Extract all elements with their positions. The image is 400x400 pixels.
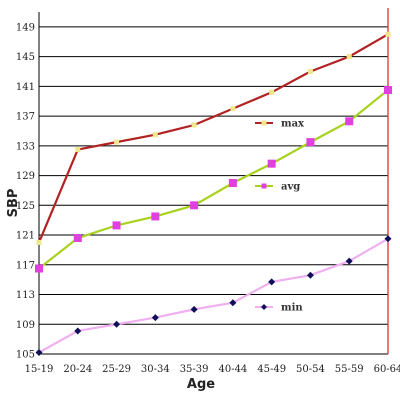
series-line-max: [37, 33, 389, 243]
y-axis-title: SBP: [6, 189, 21, 218]
legend: max avg min: [255, 119, 305, 314]
data-point-max: [191, 122, 197, 128]
data-point-min: [74, 327, 82, 335]
x-tick-label: 55-59: [335, 364, 364, 375]
data-point-avg: [73, 234, 82, 243]
data-point-avg: [306, 138, 315, 147]
x-tick-label: 15-19: [25, 364, 54, 375]
data-point-max: [114, 139, 120, 145]
data-point-min: [35, 349, 43, 357]
axes: [38, 8, 389, 355]
y-tick-label: 121: [16, 231, 35, 242]
data-point-avg: [267, 159, 276, 168]
x-axis-title: Age: [187, 377, 215, 392]
y-tick-label: 137: [16, 112, 35, 123]
x-tick-label: 50-54: [296, 364, 325, 375]
data-point-min: [229, 299, 237, 307]
data-point-max: [269, 89, 275, 95]
x-tick-label: 60-64: [374, 364, 400, 375]
data-point-min: [384, 235, 392, 243]
data-point-max: [36, 239, 42, 245]
series-line-min: [38, 237, 389, 354]
legend-marker-avg: [261, 183, 267, 189]
y-tick-label: 141: [16, 82, 35, 93]
legend-marker-max: [261, 120, 267, 126]
series-markers: [35, 31, 392, 357]
data-point-min: [151, 314, 159, 322]
data-point-avg: [384, 86, 392, 95]
legend-label-min: min: [281, 303, 303, 314]
y-tick-label: 145: [16, 52, 35, 63]
data-point-min: [268, 278, 276, 286]
y-tick-label: 125: [16, 201, 35, 212]
x-tick-label: 35-39: [180, 364, 209, 375]
x-tick-labels: 15-19 20-24 25-29 30-34 35-39 40-44 45-49 50-54…: [25, 364, 400, 375]
y-tick-label: 117: [16, 260, 35, 271]
data-point-max: [307, 68, 313, 74]
legend-marker-min: [261, 304, 267, 310]
series-lines: [37, 33, 389, 354]
x-tick-label: 25-29: [102, 364, 131, 375]
data-point-min: [113, 320, 121, 328]
data-point-min: [190, 305, 198, 313]
y-tick-label: 149: [16, 22, 35, 33]
x-tick-label: 20-24: [63, 364, 92, 375]
data-point-avg: [345, 117, 354, 126]
data-point-avg: [112, 221, 121, 230]
data-point-max: [346, 54, 352, 60]
legend-label-max: max: [281, 119, 305, 130]
series-line-avg: [38, 89, 389, 270]
y-tick-label: 109: [16, 320, 35, 331]
data-point-max: [152, 132, 158, 138]
y-tick-labels: 105 109 113 117 121 125 129 133 137 141 145 149: [16, 22, 35, 360]
data-point-max: [230, 106, 236, 112]
x-tick-label: 30-34: [141, 364, 170, 375]
y-tick-label: 105: [16, 350, 35, 361]
y-tick-label: 129: [16, 171, 35, 182]
x-tick-label: 45-49: [257, 364, 286, 375]
x-tick-label: 40-44: [218, 364, 247, 375]
data-point-avg: [190, 201, 199, 210]
y-tick-label: 113: [16, 290, 35, 301]
data-point-max: [75, 147, 81, 153]
y-tick-label: 133: [16, 141, 35, 152]
data-point-min: [306, 271, 314, 279]
data-point-avg: [35, 264, 43, 273]
data-point-avg: [151, 212, 160, 221]
data-point-min: [345, 257, 353, 265]
data-point-avg: [228, 179, 237, 187]
legend-label-avg: avg: [281, 182, 300, 193]
data-point-max: [385, 31, 391, 37]
